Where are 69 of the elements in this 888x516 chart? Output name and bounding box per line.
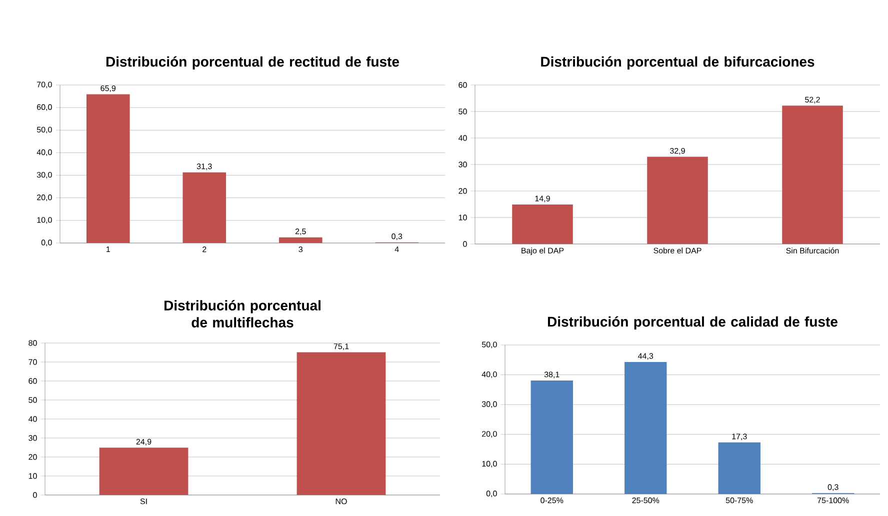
y-tick-label: 0 <box>463 241 467 247</box>
y-tick-label: 60,0 <box>37 104 52 111</box>
data-label: 75,1 <box>334 344 349 350</box>
y-tick-label: 20,0 <box>482 431 497 438</box>
data-label: 38,1 <box>544 372 560 378</box>
y-tick-label: 40,0 <box>482 371 497 378</box>
data-label: 24,9 <box>136 438 152 446</box>
y-tick-label: 30 <box>458 162 467 168</box>
y-tick-label: 40 <box>458 135 467 141</box>
y-tick-label: 10,0 <box>37 217 52 224</box>
y-tick-label: 10,0 <box>482 460 497 468</box>
y-tick-label: 10 <box>458 214 467 220</box>
data-label: 0,3 <box>828 484 838 491</box>
bar <box>647 156 708 244</box>
x-tick-label: 1 <box>106 246 110 252</box>
data-label: 52,2 <box>805 96 820 104</box>
y-tick-label: 30,0 <box>36 172 52 179</box>
bar <box>530 380 573 494</box>
bar <box>718 442 760 494</box>
chart-title: Distribución porcentual de multiflechas <box>164 300 320 328</box>
y-tick-label: 70,0 <box>37 82 52 88</box>
chart-title: Distribución porcentual de rectitud de fuste <box>106 56 400 70</box>
y-tick-label: 60 <box>458 82 467 88</box>
data-label: 31,3 <box>196 164 212 170</box>
x-tick-label: 25-50% <box>632 498 660 504</box>
y-tick-label: 60 <box>28 378 37 384</box>
x-tick-label: 75-100% <box>818 498 849 504</box>
y-tick-label: 10 <box>28 473 37 479</box>
y-tick-label: 80 <box>28 340 37 346</box>
y-tick-label: 50 <box>458 108 467 114</box>
chart-title: Distribución porcentual de bifurcaciones <box>541 56 814 70</box>
x-tick-label: 3 <box>298 246 302 252</box>
bar <box>782 106 843 244</box>
y-tick-label: 50,0 <box>36 126 52 134</box>
data-label: 44,3 <box>638 353 654 360</box>
x-tick-label: Bajo el DAP <box>522 248 564 255</box>
data-label: 32,9 <box>670 148 685 155</box>
y-tick-label: 40,0 <box>36 149 52 156</box>
y-tick-label: 0,0 <box>41 240 52 246</box>
y-tick-label: 30,0 <box>482 401 497 408</box>
x-tick-label: Sin Bifurcación <box>786 248 839 254</box>
x-tick-label: Sobre el DAP <box>654 248 702 254</box>
y-tick-label: 70 <box>28 359 37 365</box>
x-tick-label: SI <box>140 498 147 504</box>
y-tick-label: 20 <box>458 188 467 194</box>
x-tick-label: NO <box>336 498 347 504</box>
data-label: 0,3 <box>392 234 402 240</box>
y-tick-label: 20,0 <box>37 194 52 202</box>
bar <box>624 362 667 494</box>
y-tick-label: 20 <box>28 454 37 460</box>
data-label: 65,9 <box>100 85 116 92</box>
bar <box>512 204 573 244</box>
x-tick-label: 4 <box>394 246 399 252</box>
bar <box>182 172 226 243</box>
y-tick-label: 30 <box>28 435 37 441</box>
y-tick-label: 40 <box>28 416 37 422</box>
chart-title: Distribución porcentual de calidad de fuste <box>548 316 838 330</box>
bar <box>86 94 130 243</box>
y-tick-label: 50,0 <box>482 342 497 348</box>
bar <box>278 237 322 243</box>
x-tick-label: 2 <box>202 246 206 252</box>
y-tick-label: 50 <box>28 397 37 403</box>
y-tick-label: 0,0 <box>486 490 497 498</box>
data-label: 2,5 <box>295 228 306 236</box>
data-label: 17,3 <box>732 434 747 440</box>
x-tick-label: 0-25% <box>540 498 564 504</box>
x-tick-label: 50-75% <box>726 498 753 504</box>
data-label: 14,9 <box>535 196 550 202</box>
y-tick-label: 0 <box>33 492 37 498</box>
